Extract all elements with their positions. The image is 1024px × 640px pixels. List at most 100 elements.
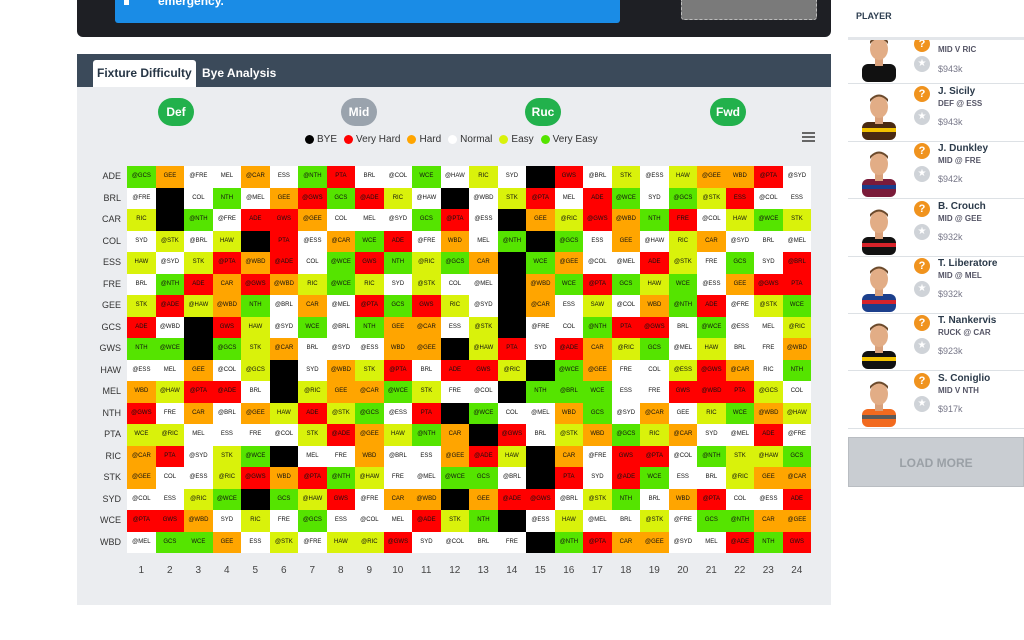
fixture-cell[interactable]: @HAW xyxy=(469,338,498,360)
fixture-cell[interactable]: @ADE xyxy=(725,531,755,553)
fixture-cell[interactable]: @CAR xyxy=(782,467,812,489)
fixture-cell[interactable]: @HAW xyxy=(298,488,327,510)
fixture-cell[interactable]: @SYD xyxy=(782,166,812,188)
fixture-cell[interactable]: @STK xyxy=(269,531,299,553)
fixture-cell[interactable]: @ESS xyxy=(754,488,783,510)
fixture-cell[interactable]: @SYD xyxy=(383,209,413,231)
fixture-cell[interactable]: WBD xyxy=(383,338,413,360)
fixture-cell[interactable]: PTA xyxy=(611,316,641,338)
fixture-cell[interactable]: BRL xyxy=(526,424,555,446)
fixture-cell[interactable]: NTH xyxy=(526,381,555,403)
fixture-cell[interactable]: CAR xyxy=(184,402,213,424)
fixture-cell[interactable]: NTH xyxy=(611,488,641,510)
star-icon[interactable]: ★ xyxy=(914,109,930,125)
fixture-cell[interactable] xyxy=(269,445,299,467)
fixture-cell[interactable]: ADE xyxy=(440,359,470,381)
fixture-cell[interactable]: @FRE xyxy=(583,445,612,467)
fixture-cell[interactable]: WBD xyxy=(269,467,299,489)
fixture-cell[interactable]: @STK xyxy=(554,424,584,446)
fixture-cell[interactable]: STK xyxy=(412,381,441,403)
position-filter-fwd[interactable]: Fwd xyxy=(710,98,746,126)
fixture-cell[interactable] xyxy=(184,338,213,360)
fixture-cell[interactable] xyxy=(497,510,527,532)
fixture-cell[interactable]: @GEE xyxy=(440,445,470,467)
fixture-cell[interactable]: STK xyxy=(782,209,812,231)
fixture-cell[interactable]: @GWS xyxy=(241,273,270,295)
player-name[interactable]: T. Liberatore xyxy=(938,257,998,269)
fixture-cell[interactable]: @HAW xyxy=(355,467,384,489)
fixture-cell[interactable]: @MEL xyxy=(326,295,356,317)
fixture-cell[interactable]: FRE xyxy=(611,359,641,381)
fixture-cell[interactable]: PTA xyxy=(269,230,299,252)
fixture-cell[interactable]: @FRE xyxy=(668,510,698,532)
fixture-cell[interactable]: @ADE xyxy=(155,295,185,317)
fixture-cell[interactable]: GCS xyxy=(725,252,755,274)
player-info-icon[interactable]: ? xyxy=(914,372,930,389)
fixture-cell[interactable]: PTA xyxy=(412,402,441,424)
fixture-cell[interactable]: @ESS xyxy=(668,359,698,381)
fixture-cell[interactable]: @ESS xyxy=(526,510,555,532)
fixture-cell[interactable]: @GCS xyxy=(440,252,470,274)
fixture-cell[interactable]: @BRL xyxy=(554,381,584,403)
fixture-cell[interactable]: @COL xyxy=(440,531,470,553)
fixture-cell[interactable]: MEL xyxy=(697,531,726,553)
fixture-cell[interactable]: @CAR xyxy=(269,338,299,360)
fixture-cell[interactable]: GEE xyxy=(155,166,185,188)
fixture-cell[interactable]: PTA xyxy=(326,166,356,188)
tab-fixture-difficulty[interactable]: Fixture Difficulty xyxy=(93,60,196,87)
fixture-cell[interactable]: CAR xyxy=(583,338,612,360)
fixture-cell[interactable]: @GEE xyxy=(127,467,156,489)
fixture-cell[interactable] xyxy=(440,338,470,360)
fixture-cell[interactable]: COL xyxy=(640,359,669,381)
fixture-cell[interactable]: @ADE xyxy=(554,338,584,360)
fixture-cell[interactable] xyxy=(241,230,270,252)
fixture-cell[interactable]: CAR xyxy=(212,273,242,295)
fixture-cell[interactable]: SYD xyxy=(298,359,327,381)
fixture-cell[interactable]: HAW xyxy=(269,402,299,424)
fixture-cell[interactable]: @ESS xyxy=(725,316,755,338)
fixture-cell[interactable]: FRE xyxy=(155,402,185,424)
fixture-cell[interactable]: STK xyxy=(184,252,213,274)
fixture-cell[interactable]: GWS xyxy=(212,316,242,338)
fixture-cell[interactable]: @BRL xyxy=(269,295,299,317)
fixture-cell[interactable]: @ADE xyxy=(611,467,641,489)
fixture-cell[interactable]: @GEE xyxy=(640,531,669,553)
fixture-cell[interactable]: COL xyxy=(782,381,812,403)
fixture-cell[interactable]: GCS xyxy=(782,445,812,467)
fixture-cell[interactable]: @BRL xyxy=(184,230,213,252)
fixture-cell[interactable]: WCE xyxy=(526,252,555,274)
fixture-cell[interactable]: WBD xyxy=(355,445,384,467)
fixture-cell[interactable]: GCS xyxy=(583,402,612,424)
fixture-cell[interactable]: @STK xyxy=(412,273,441,295)
fixture-cell[interactable]: @GWS xyxy=(241,467,270,489)
fixture-cell[interactable]: @FRE xyxy=(412,230,441,252)
fixture-cell[interactable] xyxy=(440,402,470,424)
fixture-cell[interactable]: @BRL xyxy=(782,252,812,274)
star-icon[interactable]: ★ xyxy=(914,166,930,183)
fixture-cell[interactable]: HAW xyxy=(640,273,669,295)
fixture-cell[interactable]: @NTH xyxy=(725,510,755,532)
fixture-cell[interactable]: CAR xyxy=(554,445,584,467)
fixture-cell[interactable]: BRL xyxy=(127,273,156,295)
fixture-cell[interactable]: NTH xyxy=(212,187,242,209)
fixture-cell[interactable]: @RIC xyxy=(298,381,327,403)
fixture-cell[interactable]: @HAW xyxy=(184,295,213,317)
fixture-cell[interactable]: @ADE xyxy=(469,445,498,467)
fixture-cell[interactable]: @PTA xyxy=(355,295,384,317)
fixture-cell[interactable]: @WCE xyxy=(383,381,413,403)
fixture-cell[interactable]: @SYD xyxy=(725,230,755,252)
fixture-cell[interactable]: COL xyxy=(440,273,470,295)
fixture-cell[interactable]: ADE xyxy=(754,424,783,446)
fixture-cell[interactable]: COL xyxy=(497,402,527,424)
fixture-cell[interactable]: NTH xyxy=(469,510,498,532)
fixture-cell[interactable]: GCS xyxy=(326,187,356,209)
fixture-cell[interactable]: GEE xyxy=(725,273,755,295)
fixture-cell[interactable]: BRL xyxy=(668,316,698,338)
fixture-cell[interactable]: CAR xyxy=(754,510,783,532)
fixture-cell[interactable]: SYD xyxy=(754,252,783,274)
fixture-cell[interactable]: MEL xyxy=(155,359,185,381)
fixture-cell[interactable]: @RIC xyxy=(412,252,441,274)
fixture-cell[interactable]: @COL xyxy=(611,295,641,317)
fixture-cell[interactable]: FRE xyxy=(697,252,726,274)
fixture-cell[interactable]: GCS xyxy=(469,467,498,489)
